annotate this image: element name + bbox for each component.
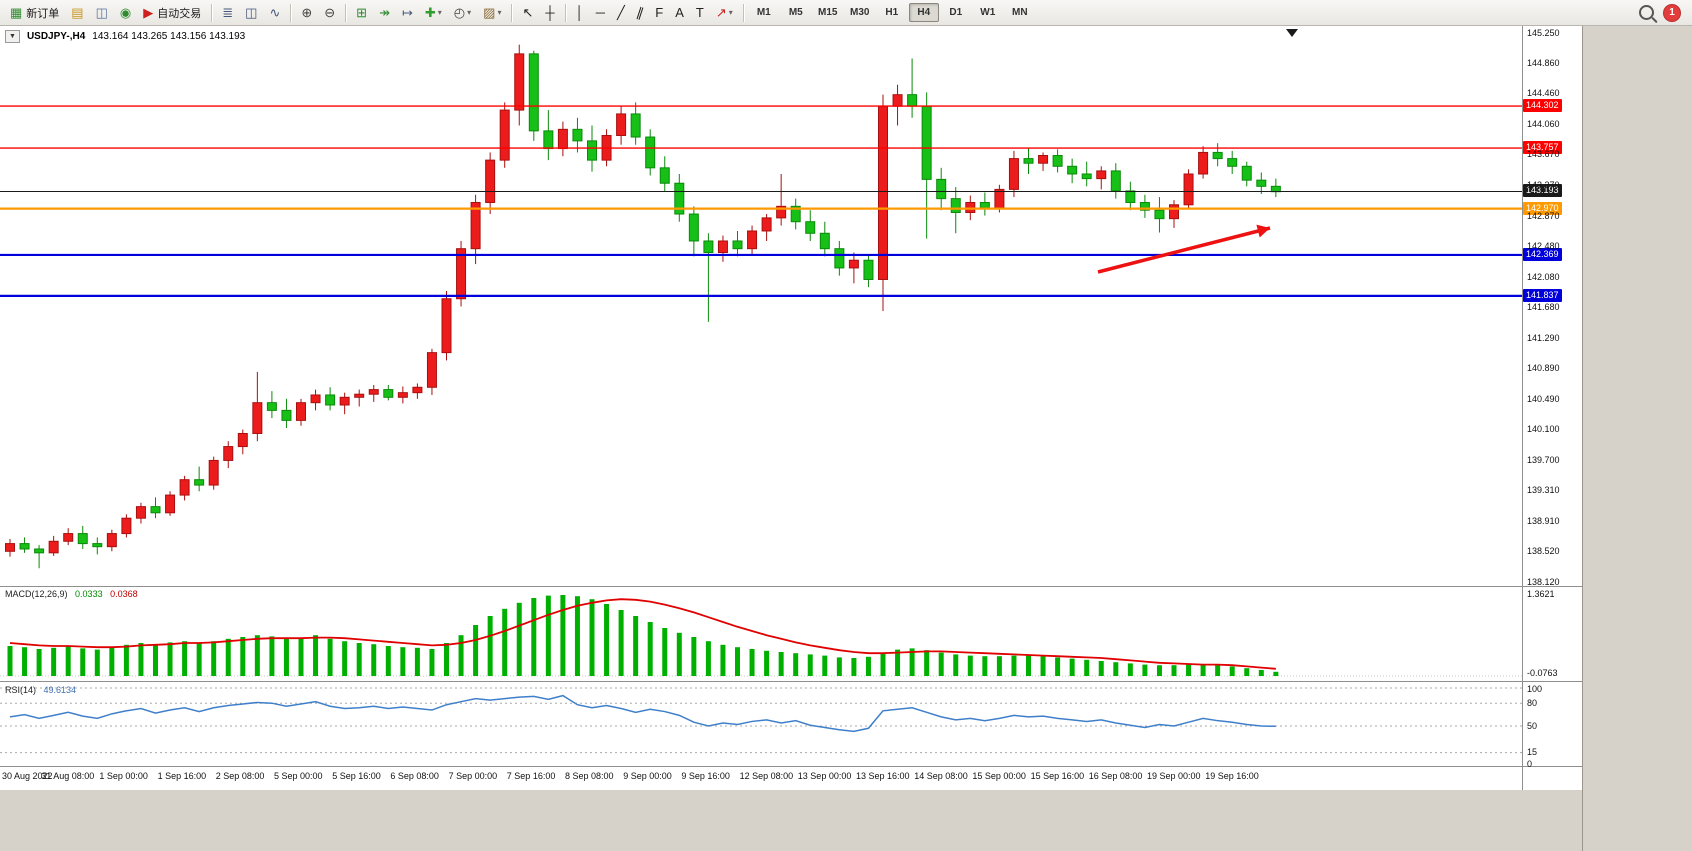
toolbar-separator [511, 3, 513, 22]
time-axis-divider [0, 766, 1582, 767]
search-icon[interactable] [1639, 5, 1654, 20]
timeframe-button-h1[interactable]: H1 [885, 7, 899, 18]
timeframe-button-w1[interactable]: W1 [980, 7, 996, 18]
autotrading-button[interactable]: ▶ 自动交易 [138, 2, 206, 24]
periods-button[interactable]: ◴ ▾ [449, 2, 476, 24]
bar-chart-icon: ≣ [222, 5, 234, 20]
new-order-icon: ▦ [10, 5, 23, 20]
timeframe-button-d1[interactable]: D1 [949, 7, 963, 18]
toolbar-separator [211, 3, 213, 22]
toolbar-separator [564, 3, 566, 22]
text-button[interactable]: A [670, 2, 689, 24]
chart-window-icon: ▤ [71, 5, 84, 20]
autotrading-icon: ▶ [143, 5, 154, 20]
timeframe-button-m30[interactable]: M30 [850, 7, 870, 18]
timeframe-button-mn[interactable]: MN [1011, 7, 1028, 18]
templates-button[interactable]: ▨ ▾ [478, 2, 506, 24]
price-axis-border [1522, 26, 1523, 790]
new-order-button-label: 新订单 [26, 7, 60, 20]
data-window-icon: ◉ [119, 5, 132, 20]
vertical-line-icon: │ [575, 5, 584, 20]
toolbar-separator [742, 3, 744, 22]
chart-shift-icon: ↦ [401, 5, 413, 20]
text-icon: A [675, 5, 684, 20]
fibonacci-button[interactable]: F [650, 2, 668, 24]
toolbar-separator [290, 3, 292, 22]
timeframe-button-m1[interactable]: M1 [756, 7, 771, 18]
arrows-icon: ↗ [715, 5, 727, 20]
chart-shift-button[interactable]: ↦ [397, 2, 418, 24]
candlestick-chart-button[interactable]: ◫ [240, 2, 262, 24]
fibonacci-icon: F [655, 5, 664, 20]
toolbar-separator [345, 3, 347, 22]
dropdown-caret-icon: ▾ [467, 8, 472, 17]
candlestick-chart-icon: ◫ [245, 5, 258, 20]
trendline-button[interactable]: ╱ [612, 2, 630, 24]
zoom-in-icon: ⊕ [301, 5, 313, 20]
line-chart-button[interactable]: ∿ [264, 2, 285, 24]
bar-chart-button[interactable]: ≣ [217, 2, 238, 24]
auto-scroll-icon: ↠ [379, 5, 390, 20]
chart-area [0, 26, 1582, 790]
timeframe-button-group: M1 M5 M15 M30 H1 H4 D1 W1 MN [748, 3, 1036, 22]
periods-icon: ◴ [453, 5, 466, 20]
equidistant-channel-button[interactable]: ∥ [632, 2, 649, 24]
templates-icon: ▨ [483, 5, 496, 20]
autotrading-button-label: 自动交易 [157, 7, 202, 20]
timeframe-button-m5[interactable]: M5 [788, 7, 803, 18]
chart-window-edge [1582, 26, 1583, 851]
zoom-out-button[interactable]: ⊖ [319, 2, 340, 24]
text-label-icon: T [695, 5, 704, 20]
dropdown-caret-icon: ▾ [728, 8, 733, 17]
macd-panel-divider[interactable] [0, 586, 1582, 587]
tile-windows-icon: ⊞ [356, 5, 368, 20]
tile-windows-button[interactable]: ⊞ [351, 2, 372, 24]
indicators-icon: ✚ [424, 5, 436, 20]
zoom-in-button[interactable]: ⊕ [296, 2, 317, 24]
crosshair-button[interactable]: ┼ [540, 2, 559, 24]
notification-badge[interactable]: 1 [1664, 4, 1680, 21]
timeframe-button-h4[interactable]: H4 [908, 3, 939, 22]
main-toolbar: ▦ 新订单 ▤ ◫ ◉ ▶ 自动交易 ≣ ◫ ∿ ⊕ ⊖ ⊞ ↠ ↦ ✚ ▾ ◴ ▾ ▨ ▾ ↖ ┼ │ ─ ╱ ∥ F A T ↗ ▾ M1… [0, 0, 1692, 26]
trendline-icon: ╱ [616, 5, 625, 20]
equidistant-channel-icon: ∥ [634, 4, 646, 21]
crosshair-icon: ┼ [545, 5, 555, 20]
dropdown-caret-icon: ▾ [497, 8, 502, 17]
auto-scroll-button[interactable]: ↠ [374, 2, 395, 24]
rsi-panel-divider[interactable] [0, 681, 1582, 682]
cursor-icon: ↖ [522, 5, 534, 20]
arrows-button[interactable]: ↗ ▾ [711, 2, 738, 24]
chart-window-button[interactable]: ▤ [66, 2, 88, 24]
text-label-button[interactable]: T [691, 2, 709, 24]
new-order-button[interactable]: ▦ 新订单 [5, 2, 64, 24]
horizontal-line-button[interactable]: ─ [591, 2, 610, 24]
horizontal-line-icon: ─ [595, 5, 605, 20]
toolbar-right-group: 1 [1639, 4, 1688, 21]
cursor-button[interactable]: ↖ [517, 2, 538, 24]
vertical-line-button[interactable]: │ [571, 2, 589, 24]
profiles-button[interactable]: ◫ [91, 2, 113, 24]
indicators-button[interactable]: ✚ ▾ [420, 2, 447, 24]
dropdown-caret-icon: ▾ [437, 8, 442, 17]
timeframe-button-m15[interactable]: M15 [818, 7, 838, 18]
toolbar-button-group: ▦ 新订单 ▤ ◫ ◉ ▶ 自动交易 ≣ ◫ ∿ ⊕ ⊖ ⊞ ↠ ↦ ✚ ▾ ◴ ▾ ▨ ▾ ↖ ┼ │ ─ ╱ ∥ F A T ↗ ▾ [4, 2, 748, 24]
line-chart-icon: ∿ [269, 5, 281, 20]
profiles-icon: ◫ [95, 5, 108, 20]
zoom-out-icon: ⊖ [324, 5, 336, 20]
data-window-button[interactable]: ◉ [115, 2, 136, 24]
